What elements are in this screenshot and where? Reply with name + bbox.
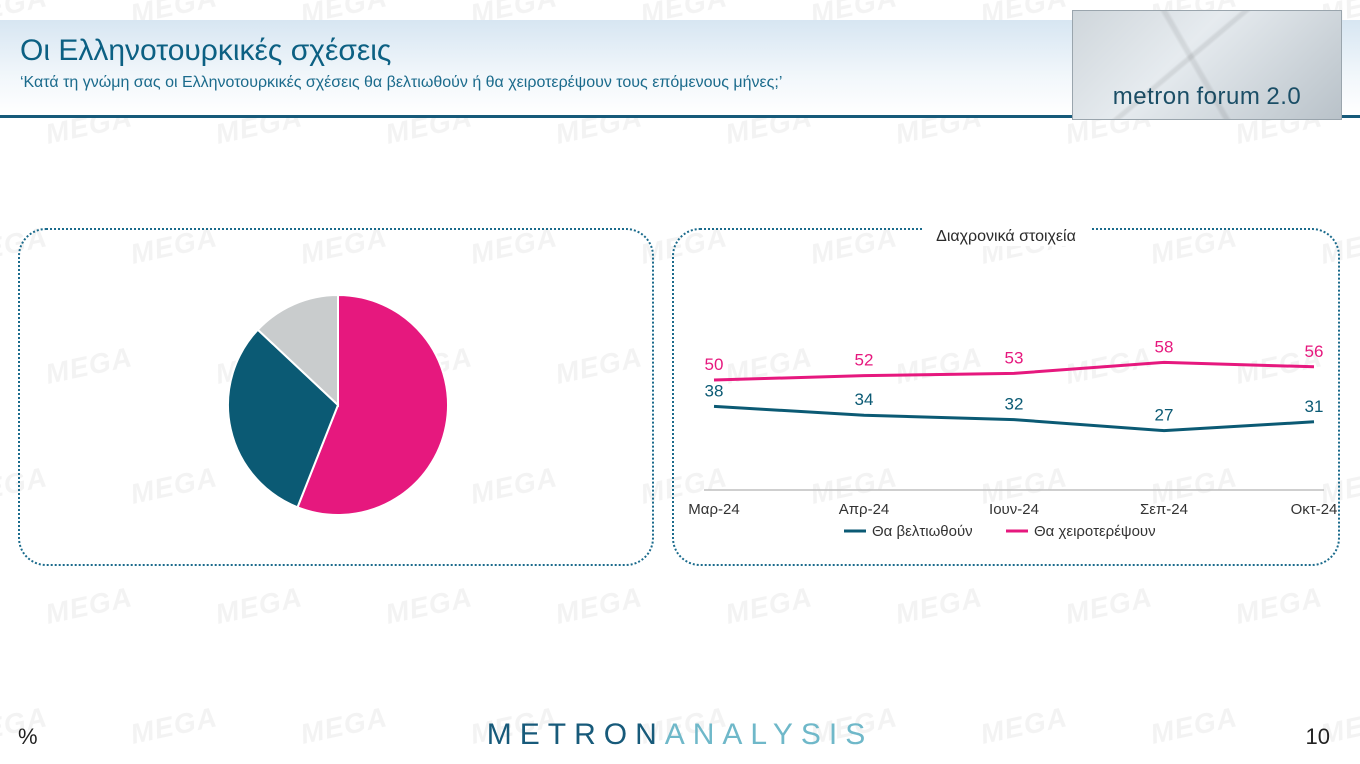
value-label: 50 <box>705 355 724 374</box>
footer-logo: METRONANALYSIS <box>487 718 874 752</box>
brand-box: metron forum 2.0 <box>1072 10 1342 120</box>
brand-decoration <box>1073 11 1341 119</box>
value-label: 32 <box>1005 395 1024 414</box>
value-label: 38 <box>705 381 724 400</box>
value-label: 34 <box>855 390 874 409</box>
x-axis-label: Σεπ-24 <box>1140 501 1188 518</box>
value-label: 58 <box>1155 337 1174 356</box>
line-chart-panel: Διαχρονικά στοιχεία 38 34 32 27 31 50 52 53 58 56… <box>672 228 1340 566</box>
footer-percent: % <box>18 724 38 750</box>
footer-logo-a: METRON <box>487 718 665 751</box>
legend-item: Θα χειροτερέψουν <box>1034 523 1156 540</box>
x-axis-label: Μαρ-24 <box>688 501 739 518</box>
value-label: 52 <box>855 351 874 370</box>
legend-item: Θα βελτιωθούν <box>872 523 973 540</box>
page-number: 10 <box>1306 724 1330 750</box>
value-label: 27 <box>1155 406 1174 425</box>
value-label: 56 <box>1305 342 1324 361</box>
pie-chart-panel <box>18 228 654 566</box>
x-axis-label: Ιουν-24 <box>989 501 1039 518</box>
value-label: 53 <box>1005 348 1024 367</box>
x-axis-label: Οκτ-24 <box>1291 501 1338 518</box>
value-label: 31 <box>1305 397 1324 416</box>
footer-logo-b: ANALYSIS <box>665 718 874 751</box>
x-axis-label: Απρ-24 <box>839 501 890 518</box>
line-chart-title: Διαχρονικά στοιχεία <box>922 228 1090 246</box>
line-chart: 38 34 32 27 31 50 52 53 58 56 Μαρ-24 Απρ-24 Ιουν-24 Σ… <box>674 230 1342 568</box>
pie-chart <box>20 230 656 568</box>
